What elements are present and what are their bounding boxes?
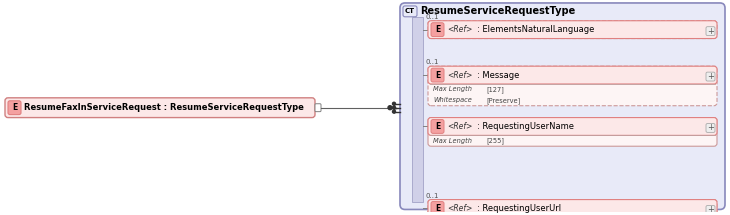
Text: E: E	[435, 71, 440, 80]
FancyBboxPatch shape	[428, 21, 717, 38]
Text: 0..1: 0..1	[426, 14, 439, 20]
Text: <Ref>: <Ref>	[447, 204, 472, 213]
Text: Max Length: Max Length	[433, 138, 472, 144]
Text: : ElementsNaturalLanguage: : ElementsNaturalLanguage	[477, 25, 594, 34]
Text: <Ref>: <Ref>	[447, 71, 472, 80]
FancyBboxPatch shape	[706, 206, 715, 214]
Text: CT: CT	[405, 8, 415, 14]
FancyBboxPatch shape	[428, 200, 717, 215]
Text: : Message: : Message	[477, 71, 519, 80]
Text: Whitespace: Whitespace	[433, 97, 472, 103]
FancyBboxPatch shape	[403, 6, 417, 17]
FancyBboxPatch shape	[431, 201, 444, 215]
Text: +: +	[707, 123, 714, 132]
Text: [Preserve]: [Preserve]	[486, 97, 520, 104]
Text: E: E	[435, 204, 440, 213]
Text: E: E	[435, 122, 440, 131]
Text: 0..1: 0..1	[426, 193, 439, 199]
FancyBboxPatch shape	[5, 98, 315, 118]
Text: [255]: [255]	[486, 137, 504, 144]
FancyBboxPatch shape	[315, 104, 321, 112]
Text: <Ref>: <Ref>	[447, 25, 472, 34]
Text: +: +	[707, 27, 714, 36]
Text: : RequestingUserUrl: : RequestingUserUrl	[477, 204, 561, 213]
FancyBboxPatch shape	[428, 118, 717, 135]
FancyBboxPatch shape	[428, 118, 717, 146]
FancyBboxPatch shape	[428, 66, 717, 106]
FancyBboxPatch shape	[431, 120, 444, 133]
Text: +: +	[707, 206, 714, 214]
Text: <Ref>: <Ref>	[447, 122, 472, 131]
Text: +: +	[707, 72, 714, 81]
Circle shape	[393, 106, 396, 109]
Text: Max Length: Max Length	[433, 86, 472, 92]
Text: ResumeServiceRequestType: ResumeServiceRequestType	[420, 6, 575, 16]
FancyBboxPatch shape	[706, 72, 715, 81]
Circle shape	[393, 110, 396, 113]
Text: E: E	[435, 25, 440, 34]
FancyBboxPatch shape	[706, 123, 715, 132]
FancyBboxPatch shape	[400, 3, 725, 209]
Text: : RequestingUserName: : RequestingUserName	[477, 122, 574, 131]
FancyBboxPatch shape	[428, 21, 717, 38]
FancyBboxPatch shape	[428, 66, 717, 84]
Text: E: E	[12, 103, 17, 112]
Bar	[412, 17, 423, 201]
Text: 0..1: 0..1	[426, 59, 439, 65]
Text: ResumeFaxInServiceRequest : ResumeServiceRequestType: ResumeFaxInServiceRequest : ResumeServic…	[24, 103, 304, 112]
Circle shape	[393, 102, 396, 105]
FancyBboxPatch shape	[431, 23, 444, 37]
FancyBboxPatch shape	[428, 200, 717, 215]
Text: [127]: [127]	[486, 86, 504, 93]
FancyBboxPatch shape	[8, 101, 21, 115]
FancyBboxPatch shape	[706, 27, 715, 35]
Circle shape	[388, 106, 392, 110]
FancyBboxPatch shape	[431, 68, 444, 82]
